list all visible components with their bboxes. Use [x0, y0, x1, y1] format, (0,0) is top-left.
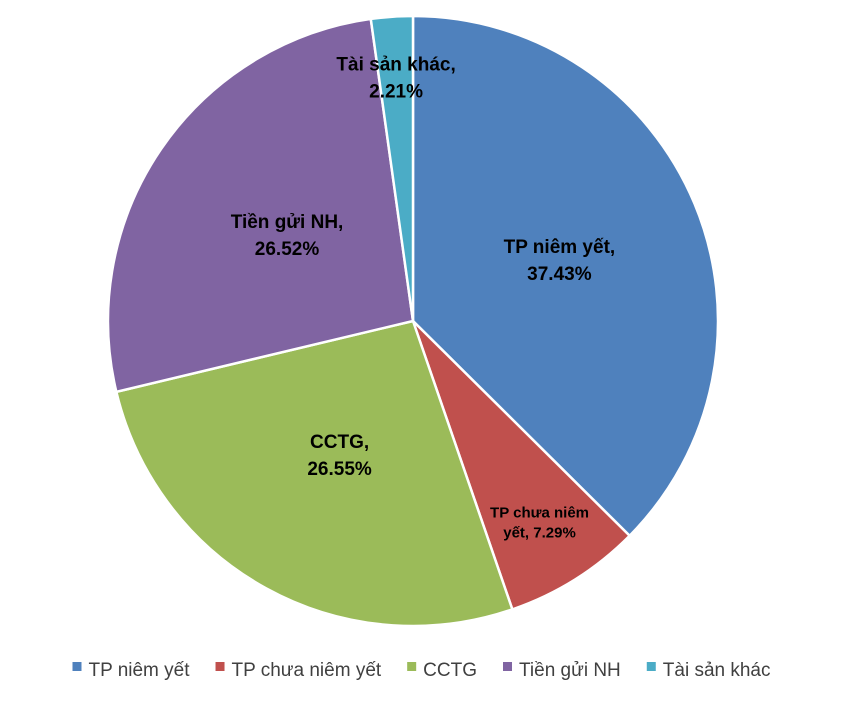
- pie-labels: TP niêm yết, 37.43% TP chưa niêm yết, 7.29%…: [231, 55, 615, 542]
- slice-label-4-line-1: Tiền gửi NH,: [231, 212, 344, 233]
- slice-label-1-line-1: TP niêm yết,: [504, 237, 616, 258]
- pie-slice-3: [114, 319, 514, 628]
- slice-label-5-line-1: Tài sản khác,: [336, 55, 455, 76]
- legend-marker-4: [503, 662, 513, 671]
- slice-label-3-line-2: 26.55%: [307, 459, 372, 480]
- legend-label-2: TP chưa niêm yết: [232, 660, 382, 681]
- slice-label-1-line-2: 37.43%: [527, 264, 592, 285]
- chart-legend: TP niêm yết TP chưa niêm yết CCTG Tiền gửi …: [72, 660, 771, 681]
- slice-label-5-line-2: 2.21%: [369, 82, 423, 103]
- pie-slice-2: [411, 320, 632, 611]
- legend-marker-1: [72, 662, 82, 671]
- legend-marker-3: [407, 662, 417, 671]
- legend-label-5: Tài sản khác: [663, 660, 771, 681]
- pie-slice-1: [411, 14, 720, 538]
- pie-slice-5: [369, 14, 415, 322]
- legend-label-1: TP niêm yết: [88, 660, 190, 681]
- pie-slice-4: [106, 17, 415, 394]
- pie-slices: [106, 14, 720, 628]
- legend-marker-2: [215, 662, 225, 671]
- legend-label-3: CCTG: [423, 660, 477, 681]
- legend-label-4: Tiền gửi NH: [519, 660, 621, 681]
- slice-label-3-line-1: CCTG,: [310, 432, 369, 453]
- slice-label-4-line-2: 26.52%: [255, 239, 320, 260]
- slice-label-2-line-1: TP chưa niêm: [490, 505, 589, 522]
- legend-marker-5: [646, 662, 656, 671]
- slice-label-2-line-2: yết, 7.29%: [503, 525, 576, 542]
